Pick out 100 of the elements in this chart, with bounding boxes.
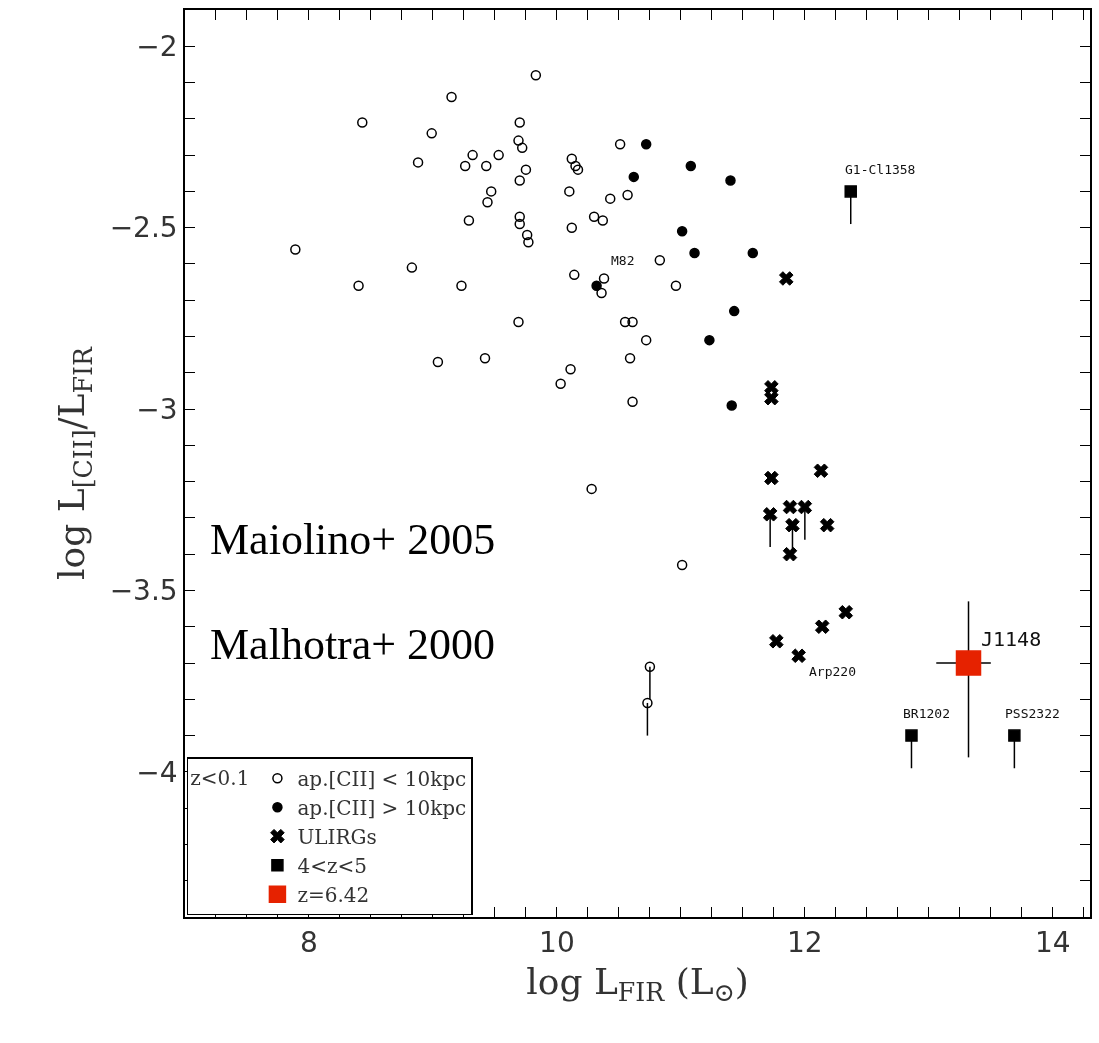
point <box>485 186 497 197</box>
point <box>604 193 616 204</box>
point <box>514 117 525 128</box>
point <box>566 222 578 233</box>
point <box>513 135 524 146</box>
point <box>676 559 688 571</box>
annotation: M82 <box>611 253 635 268</box>
point <box>685 160 697 172</box>
point <box>432 356 444 368</box>
point <box>689 247 700 259</box>
point <box>622 189 633 201</box>
annotation: G1-Cl1358 <box>845 162 916 177</box>
point <box>481 160 492 172</box>
point <box>463 215 475 226</box>
point <box>565 363 576 375</box>
annotation: Arp220 <box>809 664 856 679</box>
point <box>555 378 566 389</box>
point <box>456 280 467 291</box>
point <box>513 316 524 328</box>
point <box>586 483 597 495</box>
legend-label: 4<z<5 <box>297 853 367 878</box>
point <box>566 153 578 164</box>
point <box>521 229 533 241</box>
point <box>819 517 835 533</box>
point <box>569 269 580 281</box>
point <box>627 316 638 328</box>
point <box>642 697 653 709</box>
legend-title: z<0.1 <box>190 765 250 790</box>
x-axis-title: log L$_{FIR}$ (L$_{⊙}$) <box>526 960 749 1008</box>
annotation: PSS2322 <box>1005 706 1060 721</box>
point <box>1008 729 1021 742</box>
point <box>530 70 542 81</box>
legend-label: ap.[CII] < 10kpc <box>297 766 467 791</box>
point <box>785 517 800 533</box>
point <box>619 316 631 328</box>
point <box>516 142 528 154</box>
point <box>728 305 740 317</box>
point <box>353 280 364 291</box>
legend-label: ULIRGs <box>297 824 377 849</box>
point <box>764 390 779 406</box>
point <box>644 661 656 672</box>
point <box>591 280 602 291</box>
point <box>479 353 491 364</box>
point <box>797 499 813 515</box>
point <box>406 262 418 273</box>
legend-label: z=6.42 <box>297 882 370 907</box>
y-tick-label: −3 <box>136 392 178 426</box>
annotation: J1148 <box>981 627 1042 651</box>
point <box>459 160 471 172</box>
y-tick-label: −3.5 <box>109 574 178 608</box>
point <box>782 546 798 562</box>
point <box>955 650 982 676</box>
point <box>570 160 581 172</box>
point <box>747 247 759 259</box>
point <box>412 157 424 168</box>
point <box>596 287 607 299</box>
annotation: Malhotra+ 2000 <box>210 620 496 669</box>
point <box>778 271 794 286</box>
point <box>523 236 534 248</box>
point <box>572 164 584 175</box>
point <box>628 171 640 183</box>
point <box>905 729 918 742</box>
point <box>769 633 784 649</box>
point <box>640 334 652 346</box>
point <box>764 470 779 486</box>
point <box>670 280 682 291</box>
point <box>520 164 532 175</box>
point <box>814 619 830 635</box>
x-tick-label: 12 <box>787 926 823 960</box>
point <box>838 604 854 620</box>
point <box>704 334 715 346</box>
point <box>654 255 666 266</box>
x-tick-label: 8 <box>300 926 318 960</box>
point <box>782 499 798 515</box>
x-tick-label: 14 <box>1034 926 1071 960</box>
y-tick-label: −4 <box>136 755 178 789</box>
point <box>640 138 652 150</box>
point <box>514 218 525 230</box>
point <box>813 463 829 479</box>
point <box>791 648 806 664</box>
point <box>614 138 626 150</box>
legend-label: ap.[CII] > 10kpc <box>297 795 467 820</box>
point <box>588 211 600 223</box>
point <box>426 128 437 139</box>
point <box>482 197 493 208</box>
point <box>446 91 457 103</box>
point <box>467 149 478 161</box>
point <box>597 215 609 226</box>
y-tick-label: −2.5 <box>109 211 178 245</box>
point <box>627 396 638 408</box>
point <box>564 186 575 197</box>
point <box>844 185 857 198</box>
point <box>290 244 301 255</box>
point <box>624 353 636 364</box>
point <box>357 117 368 128</box>
point <box>514 211 525 223</box>
x-tick-label: 10 <box>539 926 575 960</box>
point <box>493 149 504 161</box>
point <box>762 507 778 522</box>
annotation: BR1202 <box>903 706 950 721</box>
